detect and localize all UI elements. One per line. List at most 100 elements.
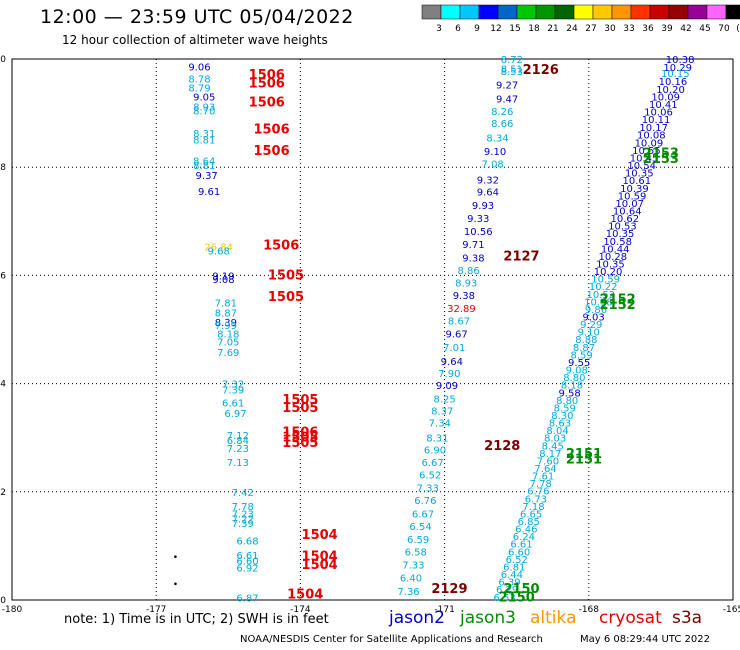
wave-height-label: 9.10 [578,328,600,339]
wave-height-label: 6.52 [419,470,441,481]
color-scale-label: 42 [680,24,691,34]
wave-height-label: 8.31 [426,434,448,445]
wave-height-label: 8.18 [561,381,583,392]
wave-height-label: 8.18 [217,329,239,340]
x-tick-label: -177 [146,605,166,615]
wave-height-label: 7.39 [232,519,254,530]
wave-height-label: 6.84 [227,436,249,447]
wave-height-label: 6.52 [506,555,528,566]
color-scale-label: 9 [474,24,480,34]
color-scale-label: 36 [642,24,654,34]
wave-height-label: 6.29 [496,585,518,596]
wave-height-label: 26.84 [204,243,233,254]
wave-height-label: 9.93 [472,201,494,212]
wave-height-label: 8.79 [188,84,210,95]
color-scale-label: 27 [585,24,596,34]
wave-height-label: 10.20 [656,85,685,96]
revolution-label: 2151 [566,452,602,467]
wave-height-label: 9.58 [558,388,580,399]
revolution-label: 2152 [600,298,636,313]
wave-height-label: 8.03 [544,434,566,445]
y-tick-label: 0 [0,596,6,606]
wave-height-label: 9.08 [566,366,588,377]
wave-height-label: 6.67 [412,509,434,520]
x-tick-label: -168 [579,605,600,615]
legend-cryosat: cryosat [599,608,662,628]
wave-height-label: 7.78 [232,502,254,513]
wave-height-label: 7.61 [532,472,554,483]
wave-height-label: 8.25 [433,395,455,406]
wave-height-label: 10.39 [620,184,649,195]
wave-height-label: 6.53 [494,593,516,604]
footer-timestamp: May 6 08:29:44 UTC 2022 [580,634,710,645]
wave-height-label: 8.37 [431,407,453,418]
revolution-label: 1505 [282,393,318,408]
wave-height-label: 32.89 [447,304,476,315]
wave-height-label: 10.15 [661,69,690,80]
wave-height-label: 7.23 [227,444,249,455]
x-tick-label: -174 [290,605,311,615]
wave-height-label: 9.33 [467,214,489,225]
wave-height-label: 10.38 [666,55,695,66]
wave-height-label: 8.31 [193,129,215,140]
wave-height-label: 10.45 [630,153,659,164]
color-scale-label: 21 [547,24,558,34]
wave-height-label: 6.59 [407,535,429,546]
wave-height-label: 8.80 [563,373,585,384]
wave-height-label: 7.64 [534,464,556,475]
revolution-label: 1505 [282,431,318,446]
wave-height-label: 9.37 [196,171,218,182]
wave-height-label: 6.46 [515,525,537,536]
track-dot [174,582,177,586]
wave-height-label: 6.54 [409,522,431,533]
color-scale-label: 3 [436,24,442,34]
footer-credit: NOAA/NESDIS Center for Satellite Applica… [240,634,543,645]
wave-height-label: 10.09 [651,92,680,103]
wave-height-label: 10.54 [627,161,656,172]
wave-height-label: 10.58 [603,237,632,248]
wave-height-label: 7.81 [215,298,237,309]
revolution-label: 1505 [268,290,304,305]
revolution-label: 2150 [499,590,535,605]
color-scale-swatch [516,4,537,20]
wave-height-label: 6.65 [520,509,542,520]
revolution-label: 2126 [523,63,559,78]
wave-height-label: 10.62 [611,214,640,225]
wave-height-label: 6.73 [525,494,547,505]
wave-height-label: 7.36 [397,587,419,598]
wave-height-label: 10.28 [599,252,628,263]
wave-height-label: 6.76 [527,487,549,498]
y-tick-label: 8 [0,163,6,173]
wave-height-label: 9.38 [462,254,484,265]
color-scale-label: 18 [528,24,540,34]
wave-height-label: 7.42 [232,488,254,499]
wave-height-label: 7.33 [402,560,424,571]
color-scale-swatch [535,4,556,20]
wave-height-label: 6.60 [236,557,258,568]
wave-height-label: 6.58 [405,547,427,558]
color-scale-swatch [592,4,613,20]
wave-height-label: 10.53 [608,222,637,233]
legend-jason3: jason3 [460,608,516,628]
wave-height-label: 8.72 [501,55,523,66]
wave-height-label: 10.16 [659,77,688,88]
color-scale-swatch [725,4,740,20]
y-tick-label: 4 [0,380,6,390]
wave-height-label: 9.61 [198,187,220,198]
wave-height-label: 8.59 [570,350,592,361]
revolution-label: 1504 [302,528,338,543]
wave-height-label: 8.34 [486,133,508,144]
revolution-label: 1505 [268,268,304,283]
y-tick-label: 2 [0,488,6,498]
color-scale-swatch [478,4,499,20]
revolution-label: 1505 [282,436,318,451]
revolution-label: 1504 [287,588,323,603]
wave-height-label: 6.67 [421,458,443,469]
wave-height-label: 6.92 [236,564,258,575]
footer-note: note: 1) Time is in UTC; 2) SWH is in fe… [64,612,329,627]
revolution-label: 1506 [282,425,318,440]
wave-height-label: 8.30 [551,411,573,422]
wave-height-label: 10.64 [613,206,642,217]
wave-height-label: 7.69 [217,348,239,359]
wave-height-label: 8.81 [193,136,215,147]
